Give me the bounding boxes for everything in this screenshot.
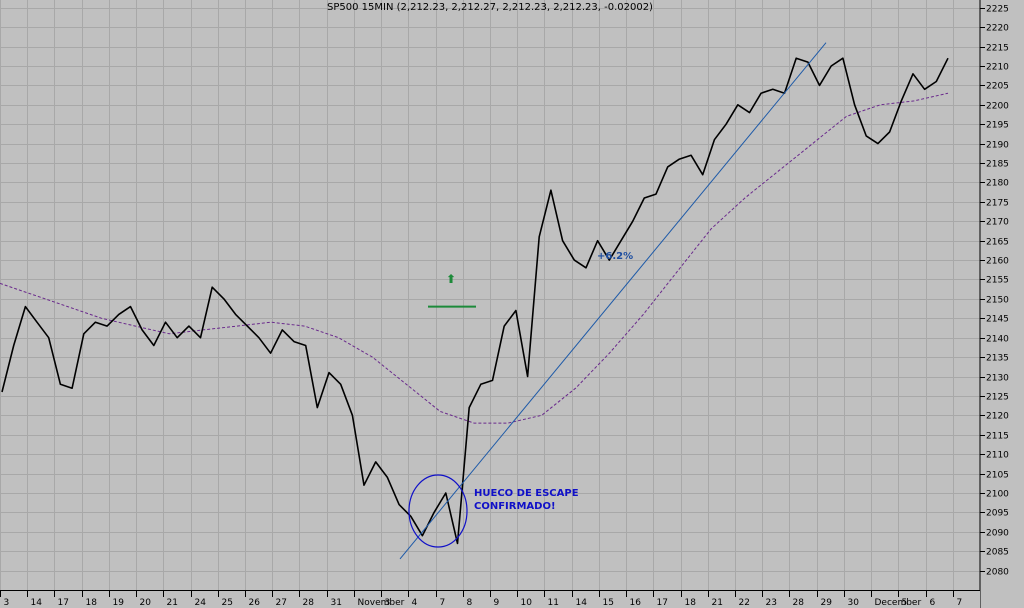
- price-series: [1, 57, 949, 545]
- x-tick-label: 27: [276, 598, 287, 608]
- y-tick-label: 2175: [986, 199, 1009, 209]
- y-tick-label: 2200: [986, 102, 1009, 112]
- y-tick-label: 2180: [986, 179, 1009, 189]
- gap-annotation-line2: CONFIRMADO!: [474, 501, 556, 512]
- gap-circle: [408, 474, 468, 548]
- y-tick-label: 2125: [986, 393, 1009, 403]
- price-line: [1, 57, 949, 545]
- y-tick-label: 2115: [986, 432, 1009, 442]
- y-tick-label: 2210: [986, 63, 1009, 73]
- x-tick-label: 21: [712, 598, 723, 608]
- x-tick-label: 6: [930, 598, 936, 608]
- x-tick-label: 23: [766, 598, 777, 608]
- x-tick-label: 11: [548, 598, 559, 608]
- x-tick-label: 3: [4, 598, 10, 608]
- y-tick-label: 2120: [986, 412, 1009, 422]
- y-tick-label: 2185: [986, 160, 1009, 170]
- trendline: [399, 42, 827, 560]
- y-tick-label: 2080: [986, 568, 1009, 578]
- y-tick-label: 2130: [986, 374, 1009, 384]
- y-tick-label: 2165: [986, 238, 1009, 248]
- x-tick-label: 31: [331, 598, 342, 608]
- gap-annotation-line1: HUECO DE ESCAPE: [474, 488, 579, 499]
- x-tick-label: 28: [303, 598, 315, 608]
- y-tick-label: 2190: [986, 141, 1009, 151]
- y-tick-label: 2160: [986, 257, 1009, 267]
- y-tick-label: 2110: [986, 451, 1009, 461]
- x-tick-label: 22: [739, 598, 750, 608]
- y-tick-label: 2105: [986, 471, 1009, 481]
- x-tick-label: 14: [31, 598, 43, 608]
- x-tick-label: 30: [848, 598, 860, 608]
- x-tick-label: 4: [412, 598, 418, 608]
- y-tick-label: 2215: [986, 44, 1009, 54]
- x-tick-label: 24: [195, 598, 207, 608]
- x-tick-label: 19: [113, 598, 125, 608]
- x-tick-label: 8: [467, 598, 473, 608]
- trend-line: [399, 42, 827, 560]
- x-tick-label: 3: [385, 598, 391, 608]
- y-tick-label: 2155: [986, 276, 1009, 286]
- y-tick-label: 2220: [986, 24, 1009, 34]
- y-tick-label: 2225: [986, 5, 1009, 15]
- y-tick-label: 2205: [986, 82, 1009, 92]
- x-tick-label: 21: [167, 598, 178, 608]
- y-tick-label: 2145: [986, 315, 1009, 325]
- y-tick-label: 2085: [986, 548, 1009, 558]
- x-tick-label: 10: [521, 598, 533, 608]
- x-tick-label: 14: [576, 598, 588, 608]
- pct-change-label: +6.2%: [597, 251, 634, 262]
- x-tick-label: 25: [222, 598, 233, 608]
- x-tick-label: 7: [957, 598, 963, 608]
- x-tick-label: 17: [58, 598, 69, 608]
- y-tick-label: 2150: [986, 296, 1009, 306]
- y-tick-label: 2170: [986, 218, 1009, 228]
- y-tick-label: 2090: [986, 529, 1009, 539]
- x-tick-label: 17: [657, 598, 668, 608]
- x-tick-label: 28: [793, 598, 805, 608]
- y-axis: 2080 2085 2090 2095 2100 2105 2110 2115 2120 2125…: [979, 0, 1024, 608]
- x-tick-label: 18: [86, 598, 98, 608]
- x-tick-label: 18: [685, 598, 697, 608]
- grid: [0, 0, 980, 590]
- y-tick-label: 2140: [986, 335, 1009, 345]
- x-tick-label: 7: [440, 598, 446, 608]
- y-tick-label: 2095: [986, 509, 1009, 519]
- moving-average-line: [0, 92, 949, 424]
- x-tick-label: 9: [494, 598, 500, 608]
- y-tick-label: 2135: [986, 354, 1009, 364]
- x-tick-label: December: [875, 598, 922, 608]
- moving-average: [0, 92, 949, 424]
- x-tick-label: 29: [821, 598, 833, 608]
- y-tick-label: 2195: [986, 121, 1009, 131]
- gap-ellipse: [408, 474, 468, 548]
- x-tick-label: 5: [902, 598, 908, 608]
- x-tick-label: 16: [630, 598, 642, 608]
- x-tick-label: 26: [249, 598, 261, 608]
- x-tick-label: 15: [603, 598, 614, 608]
- x-tick-label: November: [358, 598, 405, 608]
- chart-title: SP500 15MIN (2,212.23, 2,212.27, 2,212.2…: [327, 2, 653, 13]
- y-tick-label: 2100: [986, 490, 1009, 500]
- y-axis-panel: [980, 0, 1024, 608]
- x-tick-label: 20: [140, 598, 152, 608]
- up-arrow-icon: ⬆: [446, 272, 457, 286]
